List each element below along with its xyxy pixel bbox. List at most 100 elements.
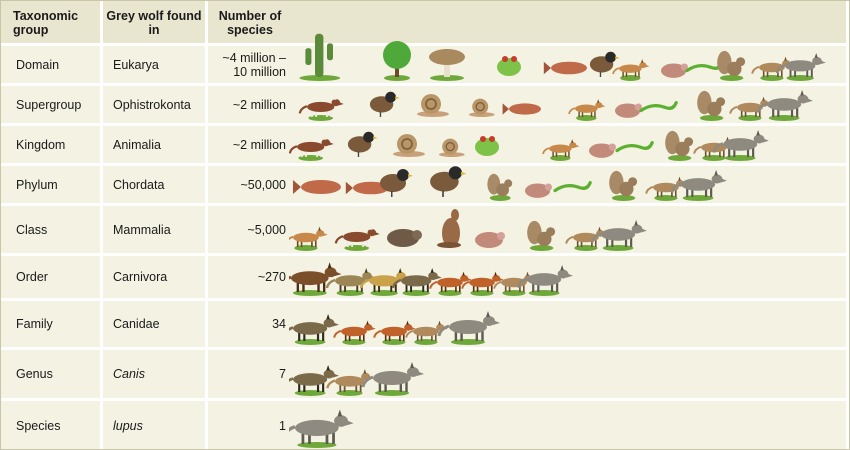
bird-icon bbox=[589, 51, 620, 77]
mouse-icon bbox=[615, 103, 642, 118]
antelope-icon bbox=[289, 226, 328, 251]
rank-label: Species bbox=[0, 398, 100, 450]
species-count: ~50,000 bbox=[208, 163, 292, 203]
wild-dog-icon bbox=[289, 314, 339, 345]
rank-label: Supergroup bbox=[0, 83, 100, 123]
rank-label: Genus bbox=[0, 347, 100, 398]
animal-illustrations bbox=[289, 33, 826, 448]
mouse-icon bbox=[589, 143, 616, 158]
cactus-icon bbox=[299, 33, 341, 81]
taxonomy-table: Taxonomic group Grey wolf found in Numbe… bbox=[0, 0, 292, 450]
fox-icon bbox=[373, 320, 416, 345]
jackal-icon bbox=[645, 176, 688, 201]
species-count-line: 10 million bbox=[233, 64, 286, 79]
mouse-icon bbox=[525, 183, 552, 198]
squirrel-icon bbox=[665, 130, 694, 161]
taxon-name: Chordata bbox=[103, 163, 205, 203]
mouse-icon bbox=[661, 63, 688, 78]
fish-icon bbox=[502, 103, 541, 115]
taxon-name: Eukarya bbox=[103, 43, 205, 83]
taxon-name: lupus bbox=[103, 398, 205, 450]
rank-label: Phylum bbox=[0, 163, 100, 203]
wolf-icon bbox=[516, 265, 573, 296]
antelope-icon bbox=[612, 59, 650, 81]
species-count: ~4 million –10 million bbox=[208, 43, 292, 83]
jackal-icon bbox=[565, 226, 608, 251]
squirrel-icon bbox=[609, 170, 638, 201]
tree-icon bbox=[383, 41, 411, 81]
rank-label: Domain bbox=[0, 43, 100, 83]
jackal-icon bbox=[326, 369, 375, 396]
fox-icon bbox=[333, 320, 376, 345]
fish-icon bbox=[345, 181, 389, 195]
wolf-icon bbox=[289, 409, 354, 448]
species-count: 1 bbox=[208, 398, 292, 450]
illustration-row-band bbox=[289, 206, 846, 253]
species-count: ~2 million bbox=[208, 83, 292, 123]
frog-icon bbox=[475, 136, 499, 156]
fox-icon bbox=[429, 271, 472, 296]
jackal-icon bbox=[405, 320, 448, 345]
wolf-icon bbox=[437, 311, 500, 345]
cow-icon bbox=[298, 95, 344, 121]
species-count: ~2 million bbox=[208, 123, 292, 163]
lizard-icon bbox=[553, 181, 592, 193]
fish-icon bbox=[293, 180, 341, 194]
bird-icon bbox=[380, 169, 413, 197]
rank-label: Order bbox=[0, 253, 100, 298]
cow-icon bbox=[289, 135, 334, 161]
beaver-icon bbox=[387, 229, 422, 247]
hyena-icon bbox=[325, 268, 376, 296]
frog-icon bbox=[497, 56, 521, 76]
illustration-row-band bbox=[289, 301, 846, 347]
header-number-of-species: Number of species bbox=[208, 0, 292, 43]
jackal-icon bbox=[693, 136, 736, 161]
bear-icon bbox=[289, 262, 342, 296]
species-illustration-panel bbox=[289, 0, 846, 450]
wild-dog-icon bbox=[289, 365, 339, 396]
squirrel-icon bbox=[697, 90, 726, 121]
snail-icon bbox=[417, 94, 449, 117]
species-count: 34 bbox=[208, 298, 292, 347]
species-count: ~5,000 bbox=[208, 203, 292, 253]
mushroom-icon bbox=[429, 49, 465, 81]
taxon-name: Animalia bbox=[103, 123, 205, 163]
jackal-icon bbox=[729, 96, 772, 121]
rank-label: Kingdom bbox=[0, 123, 100, 163]
lizard-icon bbox=[615, 141, 654, 153]
taxon-name: Mammalia bbox=[103, 203, 205, 253]
squirrel-icon bbox=[487, 173, 513, 201]
fox-icon bbox=[461, 271, 504, 296]
snail-icon bbox=[439, 138, 465, 158]
antelope-icon bbox=[568, 99, 606, 121]
header-grey-wolf-found-in: Grey wolf found in bbox=[103, 0, 205, 43]
illustration-header-band bbox=[289, 0, 846, 43]
antelope-icon bbox=[542, 139, 580, 161]
wolf-icon bbox=[712, 130, 769, 161]
species-count-line: ~4 million – bbox=[222, 50, 286, 65]
species-count: 7 bbox=[208, 347, 292, 398]
kangaroo-icon bbox=[437, 209, 461, 248]
taxon-name: Canidae bbox=[103, 298, 205, 347]
species-count-lines: ~4 million –10 million bbox=[222, 51, 286, 79]
taxon-name: Canis bbox=[103, 347, 205, 398]
taxon-name: Ophistrokonta bbox=[103, 83, 205, 123]
header-taxonomic-group: Taxonomic group bbox=[0, 0, 100, 43]
species-count: ~270 bbox=[208, 253, 292, 298]
bird-icon bbox=[430, 166, 467, 197]
lizard-icon bbox=[685, 61, 724, 73]
bird-icon bbox=[369, 91, 400, 117]
cow-icon bbox=[334, 225, 380, 251]
fish-icon bbox=[543, 61, 587, 75]
taxon-name: Carnivora bbox=[103, 253, 205, 298]
wolf-icon bbox=[756, 90, 813, 121]
wolf-icon bbox=[361, 362, 424, 396]
illustration-row-band bbox=[289, 401, 846, 450]
mouse-icon bbox=[475, 232, 505, 248]
wild-dog-icon bbox=[391, 268, 442, 296]
rank-label: Class bbox=[0, 203, 100, 253]
wolf-icon bbox=[775, 53, 826, 81]
lizard-icon bbox=[639, 101, 678, 113]
rank-label: Family bbox=[0, 298, 100, 347]
